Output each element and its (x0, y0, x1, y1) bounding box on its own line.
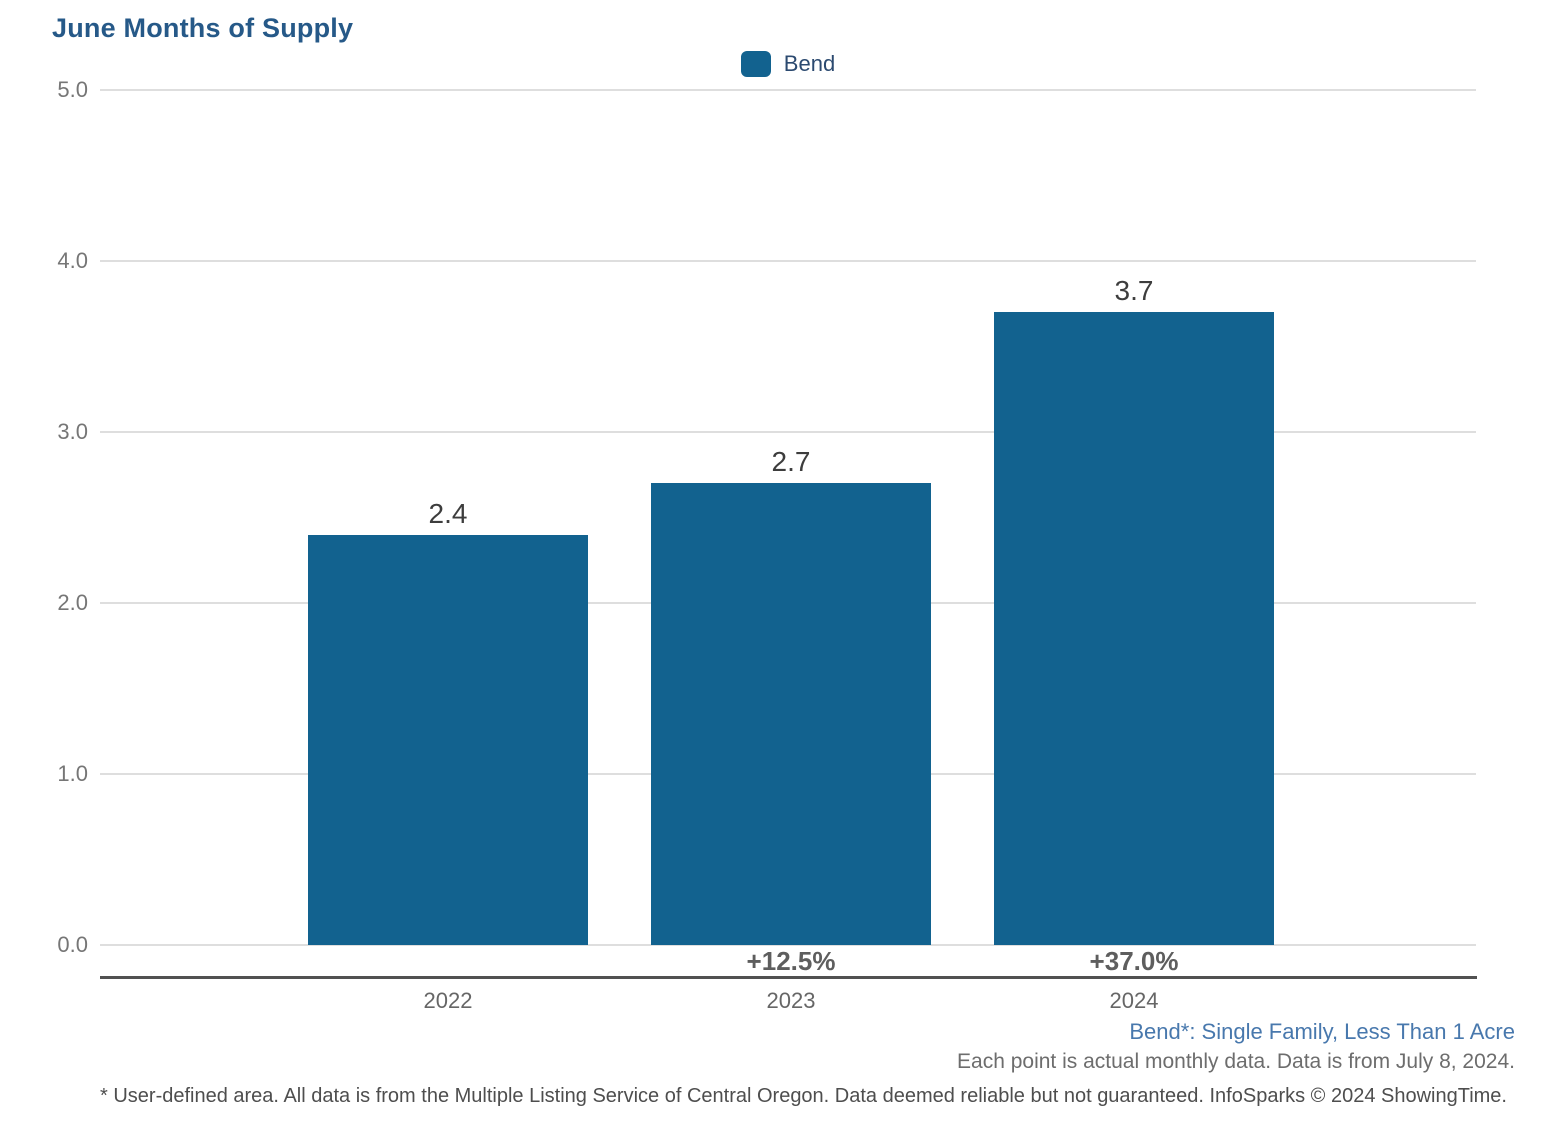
bar-value-label-2023: 2.7 (771, 446, 811, 477)
y-axis-tick-label: 5.0 (57, 77, 88, 102)
legend-label: Bend (783, 51, 836, 76)
x-axis-line (100, 976, 1477, 979)
footnote-series-definition: Bend*: Single Family, Less Than 1 Acre (1129, 1019, 1515, 1044)
bar-value-label-2022: 2.4 (428, 498, 468, 529)
footnote-data-source: Each point is actual monthly data. Data … (957, 1050, 1515, 1073)
y-axis-tick-label: 4.0 (57, 248, 88, 273)
bar-2024[interactable] (994, 312, 1274, 945)
gridline-y-0.0 (100, 944, 1476, 946)
bar-2023[interactable] (651, 483, 931, 945)
y-axis-tick-label: 1.0 (57, 761, 88, 786)
gridline-y-5.0 (100, 89, 1476, 91)
x-axis-tick-label-2022: 2022 (423, 988, 473, 1013)
chart-title: June Months of Supply (52, 13, 354, 43)
footnote-disclaimer: * User-defined area. All data is from th… (100, 1085, 1507, 1107)
legend-swatch-icon (740, 51, 771, 77)
x-axis-tick-label-2023: 2023 (766, 988, 816, 1013)
bar-2022[interactable] (308, 535, 588, 945)
y-axis-tick-label: 0.0 (57, 932, 88, 957)
x-axis-tick-label-2024: 2024 (1109, 988, 1159, 1013)
plot-area: 2.4 2.7 3.7 (100, 89, 1476, 946)
y-axis-tick-label: 3.0 (57, 419, 88, 444)
gridline-y-3.0 (100, 431, 1476, 433)
gridline-y-4.0 (100, 260, 1476, 262)
pct-change-label-2023: +12.5% (746, 946, 836, 976)
legend-item-bend[interactable]: Bend (100, 51, 1476, 77)
bar-value-label-2024: 3.7 (1114, 275, 1154, 306)
pct-change-label-2024: +37.0% (1089, 946, 1179, 976)
y-axis-tick-label: 2.0 (57, 590, 88, 615)
